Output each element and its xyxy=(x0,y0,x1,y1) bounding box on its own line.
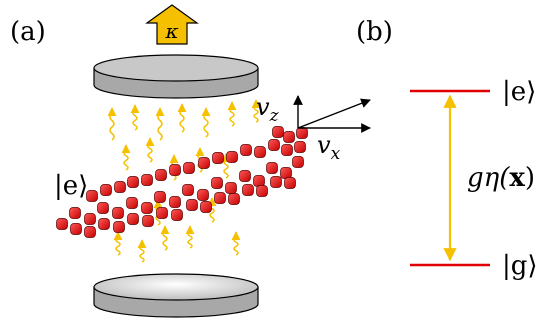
atom-beam xyxy=(56,126,308,238)
photon-icon xyxy=(155,107,165,141)
photon-icon xyxy=(251,99,261,123)
decay-arrow-icon xyxy=(145,4,199,45)
photon-icon xyxy=(201,107,211,138)
atom xyxy=(268,139,280,151)
atom xyxy=(98,218,110,230)
atom xyxy=(283,131,295,143)
atom xyxy=(70,223,82,235)
photon-icon xyxy=(121,144,131,171)
atom xyxy=(281,144,293,156)
atom xyxy=(97,202,109,214)
velocity-z-label: vz xyxy=(256,93,280,126)
ground-state-label: |g⟩ xyxy=(502,251,538,281)
atom xyxy=(242,184,254,196)
atom xyxy=(254,146,266,158)
atom xyxy=(280,167,292,179)
atom xyxy=(226,151,238,163)
atom xyxy=(200,201,212,213)
atom xyxy=(198,157,210,169)
atom xyxy=(228,193,240,205)
atom xyxy=(113,221,125,233)
photon-icon xyxy=(221,153,231,179)
atom xyxy=(182,184,194,196)
atom xyxy=(296,127,308,139)
atom xyxy=(266,162,278,174)
top-mirror xyxy=(93,54,259,99)
atom xyxy=(171,209,183,221)
atom xyxy=(84,213,96,225)
atom xyxy=(197,189,209,201)
atom xyxy=(270,176,282,188)
coupling-label: gη(x) xyxy=(467,163,535,193)
photon-icon xyxy=(160,225,170,251)
atom xyxy=(256,185,268,197)
atom xyxy=(186,199,198,211)
photon-icon xyxy=(177,103,187,133)
atom xyxy=(126,197,138,209)
atom xyxy=(294,141,306,153)
atom xyxy=(141,174,153,186)
photon-icon xyxy=(113,231,123,256)
photon-icon xyxy=(107,107,117,141)
atom xyxy=(142,215,154,227)
photon-icon xyxy=(185,225,195,249)
panel-a-label: (a) xyxy=(10,17,46,47)
atom xyxy=(127,176,139,188)
photon-icon xyxy=(137,239,147,263)
atom xyxy=(155,169,167,181)
panel-a-state-label: |e⟩ xyxy=(54,171,88,201)
atom xyxy=(239,170,251,182)
photon-icon xyxy=(231,231,241,256)
velocity-arrows xyxy=(293,95,371,133)
decay-rate-symbol: κ xyxy=(164,19,178,43)
atom xyxy=(292,156,304,168)
excited-state-label: |e⟩ xyxy=(502,77,536,107)
atom xyxy=(100,184,112,196)
photon-icon xyxy=(227,101,237,127)
velocity-x-label: vx xyxy=(317,131,341,164)
atom xyxy=(169,196,181,208)
atom xyxy=(212,152,224,164)
atom xyxy=(112,207,124,219)
atom xyxy=(56,218,68,230)
atom xyxy=(253,175,265,187)
photon-icon xyxy=(145,137,155,163)
atom xyxy=(240,144,252,156)
atom xyxy=(114,181,126,193)
atom xyxy=(225,182,237,194)
panel-b-label: (b) xyxy=(356,17,393,47)
atom xyxy=(183,162,195,174)
atom xyxy=(84,226,96,238)
atom xyxy=(214,192,226,204)
atom xyxy=(86,190,98,202)
atom xyxy=(284,177,296,189)
bottom-mirror xyxy=(93,273,259,318)
atom xyxy=(141,202,153,214)
atom xyxy=(154,191,166,203)
atom xyxy=(169,164,181,176)
photon-icon xyxy=(130,104,140,131)
atom xyxy=(127,213,139,225)
atom xyxy=(272,126,284,138)
atom xyxy=(69,207,81,219)
atom xyxy=(211,177,223,189)
atom xyxy=(156,207,168,219)
